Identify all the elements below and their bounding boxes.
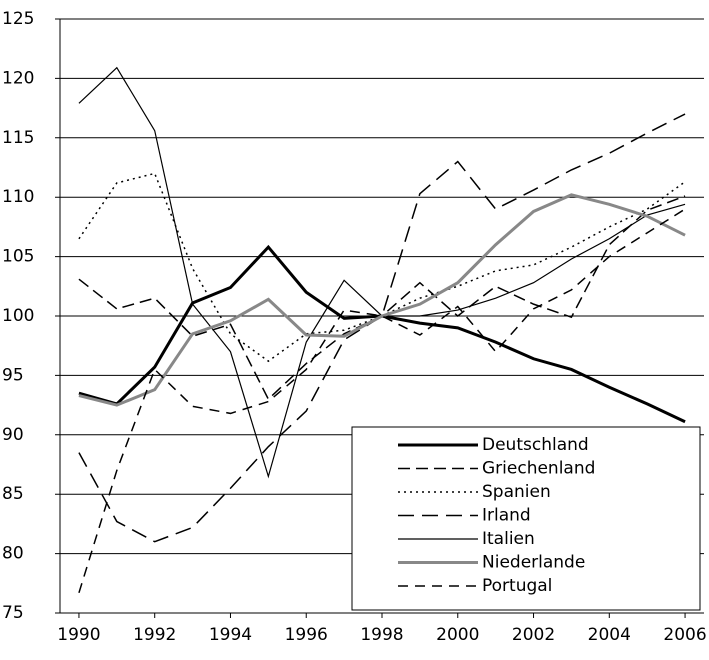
y-tick-label: 95: [2, 365, 24, 385]
legend-label: Deutschland: [482, 435, 589, 455]
x-tick-label: 2002: [512, 625, 555, 645]
legend: Deutschland Griechenland Spanien Irland Ital…: [351, 426, 701, 611]
y-tick-label: 80: [2, 544, 24, 564]
y-tick-label: 100: [2, 306, 34, 326]
y-tick-label: 110: [2, 187, 34, 207]
series-line: [78, 208, 686, 594]
legend-box: [351, 426, 701, 611]
legend-label: Niederlande: [482, 553, 585, 573]
x-tick-label: 1990: [57, 625, 100, 645]
y-tick-label: 105: [2, 247, 34, 267]
series-line: [78, 66, 686, 479]
x-tick-label: 2000: [436, 625, 479, 645]
y-tick-label: 120: [2, 68, 34, 88]
y-tick-label: 90: [2, 425, 24, 445]
y-tick-label: 125: [2, 9, 34, 29]
y-tick-label: 75: [2, 603, 24, 623]
legend-label: Spanien: [482, 482, 551, 502]
y-tick-label: 85: [2, 484, 24, 504]
legend-label: Italien: [482, 529, 535, 549]
x-tick-label: 2006: [663, 625, 706, 645]
legend-label: Portugal: [482, 576, 552, 596]
x-tick-label: 2004: [588, 625, 631, 645]
legend-label: Irland: [482, 506, 531, 526]
y-tick-label: 115: [2, 128, 34, 148]
legend-label: Griechenland: [482, 459, 595, 479]
series-line: [78, 193, 686, 407]
x-tick-label: 1996: [285, 625, 328, 645]
series-line: [78, 113, 686, 543]
x-tick-label: 1994: [209, 625, 252, 645]
x-tick-label: 1998: [360, 625, 403, 645]
x-tick-label: 1992: [133, 625, 176, 645]
